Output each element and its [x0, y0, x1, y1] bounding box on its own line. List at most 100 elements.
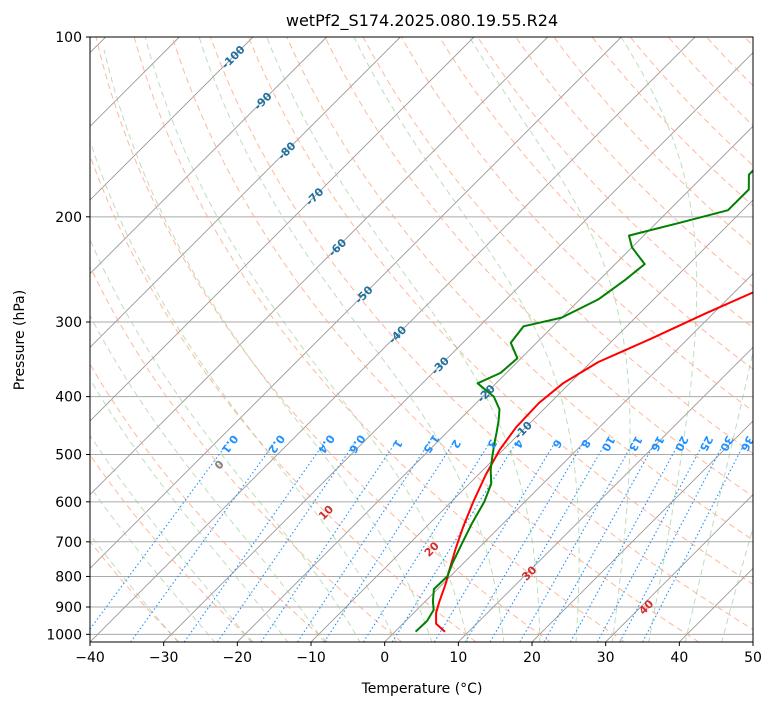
isotherm-label: 10: [316, 502, 336, 522]
isotherm-label: -90: [251, 89, 274, 112]
mixing-ratio-label: 2: [448, 437, 463, 451]
mixing-ratio-line: [362, 443, 490, 642]
isotherm-line: [163, 52, 753, 642]
dry-adiabat: [324, 37, 753, 498]
moist-adiabat: [721, 526, 753, 642]
isotherm-label: 0: [212, 458, 227, 473]
isotherm-line: [90, 37, 327, 275]
dry-adiabat: [400, 37, 753, 412]
mixing-ratio-label: 36: [738, 434, 757, 454]
mixing-ratio-label: 1.5: [420, 432, 442, 455]
mixing-ratio-label: 6: [549, 437, 564, 451]
moist-adiabat: [198, 37, 505, 642]
isotherm-line: [90, 37, 254, 201]
dry-adiabat: [629, 37, 753, 167]
isotherm-line: [310, 199, 753, 642]
skewed-isotherms: [90, 37, 753, 642]
mixing-ratio-lines: [90, 443, 745, 642]
mixing-ratio-line: [90, 443, 228, 631]
moist-adiabats: [90, 37, 753, 642]
isotherm-label: -80: [275, 139, 298, 162]
y-tick-label: 700: [55, 535, 82, 551]
mixing-ratio-line: [489, 443, 606, 642]
mixing-ratio-label: 1: [390, 437, 405, 451]
y-tick-label: 900: [55, 600, 82, 616]
isotherm-line: [679, 567, 753, 642]
y-axis: 1000 900 800 700 600 500 400 300 200 100: [46, 30, 90, 643]
x-axis: −40 −30 −20 −10 0 10 20 30 40 50: [75, 642, 762, 666]
dry-adiabat: [90, 363, 328, 642]
isotherm-label: -50: [352, 283, 375, 306]
isotherm-line: [531, 420, 753, 642]
isotherm-line: [384, 273, 753, 642]
mixing-ratio-line: [433, 443, 555, 642]
mixing-ratio-label: 20: [672, 434, 691, 454]
isotherm-label: -100: [219, 43, 248, 72]
y-tick-label: 100: [55, 30, 82, 46]
isobar-grid: [90, 37, 753, 635]
dry-adiabat: [438, 37, 753, 370]
dry-adiabat: [744, 37, 753, 47]
dry-adiabat: [210, 37, 753, 631]
dry-adiabat: [133, 37, 625, 642]
x-tick-label: −40: [75, 650, 105, 666]
mixing-ratio-line: [596, 443, 704, 642]
y-tick-label: 300: [55, 315, 82, 331]
mixing-ratio-line: [216, 443, 355, 642]
moist-adiabat: [266, 37, 541, 642]
x-tick-label: −20: [223, 650, 253, 666]
isotherm-line: [90, 37, 475, 422]
mixing-ratio-line: [391, 443, 516, 642]
sounding-traces: [414, 169, 753, 633]
mixing-ratio-line: [642, 443, 745, 642]
mixing-ratio-line: [183, 443, 324, 642]
plot-frame: [89, 36, 754, 643]
moist-adiabat: [90, 485, 216, 642]
moist-adiabat: [90, 238, 361, 642]
dry-adiabat: [90, 265, 403, 642]
isotherm-label: -60: [326, 236, 349, 259]
x-tick-label: 10: [449, 650, 467, 666]
dewpoint-trace: [414, 169, 753, 633]
dry-adiabat: [591, 37, 753, 207]
y-tick-label: 800: [55, 569, 82, 585]
y-axis-label: Pressure (hPa): [12, 290, 28, 390]
mixing-ratio-line: [130, 443, 275, 642]
x-tick-label: −30: [149, 650, 179, 666]
x-tick-label: 30: [597, 650, 615, 666]
moist-adiabat: [684, 349, 753, 642]
dry-adiabat: [95, 37, 551, 642]
isotherm-line: [752, 641, 753, 642]
mixing-ratio-line: [323, 443, 454, 642]
y-tick-label: 500: [55, 448, 82, 464]
moist-adiabat: [90, 314, 325, 642]
x-tick-label: 50: [744, 650, 762, 666]
mixing-ratio-line: [543, 443, 655, 642]
isotherm-label: -70: [303, 185, 326, 208]
mixing-ratio-line: [297, 443, 429, 642]
y-tick-label: 1000: [46, 627, 82, 643]
moist-adiabat: [469, 37, 631, 642]
moist-adiabat: [103, 49, 433, 642]
mixing-ratio-label: 30: [717, 434, 736, 454]
dry-adiabat: [668, 37, 753, 127]
x-tick-label: 40: [670, 650, 688, 666]
x-axis-label: Temperature (°C): [361, 681, 483, 697]
mixing-ratio-line: [619, 443, 724, 642]
dry-adiabat: [90, 453, 254, 642]
dry-adiabat: [286, 37, 753, 541]
mixing-ratio-label: 0.4: [315, 432, 337, 456]
dry-adiabat: [362, 37, 753, 455]
moist-adiabat: [353, 37, 580, 642]
isotherm-line: [605, 494, 753, 642]
moist-adiabat: [90, 434, 252, 642]
moist-adiabat: [144, 37, 469, 642]
x-tick-label: 0: [380, 650, 389, 666]
y-tick-label: 400: [55, 390, 82, 406]
isotherm-line: [90, 37, 401, 348]
isotherm-line: [90, 37, 622, 569]
isotherm-line: [90, 37, 696, 642]
dry-adiabat: [515, 37, 753, 288]
dry-adiabats: [90, 37, 753, 642]
